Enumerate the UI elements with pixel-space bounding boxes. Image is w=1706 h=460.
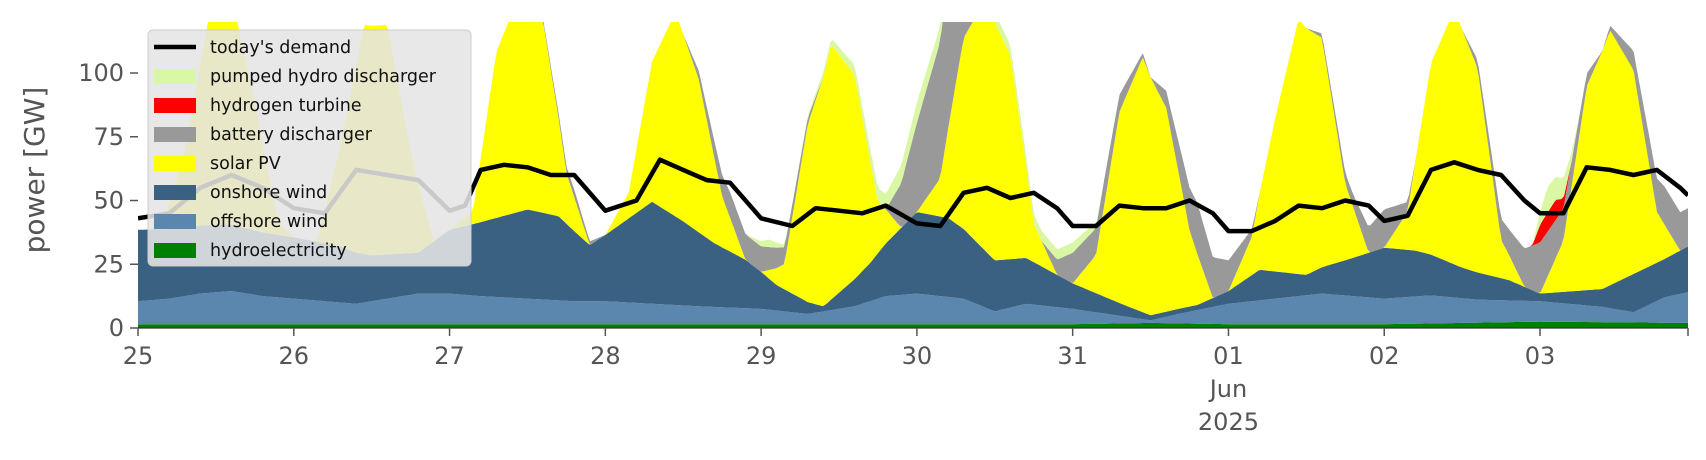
x-tick-label: 31 — [1057, 342, 1088, 370]
legend-label: battery discharger — [210, 125, 373, 145]
x-tick-label: 29 — [746, 342, 777, 370]
legend-label: today's demand — [210, 38, 351, 58]
x-tick-label: 01 — [1213, 342, 1244, 370]
x-tick-label: 26 — [279, 342, 310, 370]
legend-item: hydroelectricity — [154, 241, 347, 261]
area-solar-pv — [138, 22, 1688, 316]
legend-item: solar PV — [154, 154, 281, 174]
legend-swatch — [154, 98, 196, 113]
legend-item: battery discharger — [154, 125, 373, 145]
legend-swatch — [154, 127, 196, 142]
x-tick-label: 28 — [590, 342, 621, 370]
legend-item: offshore wind — [154, 212, 328, 232]
legend-label: hydroelectricity — [210, 241, 347, 261]
legend-label: hydrogen turbine — [210, 96, 362, 116]
x-tick-label: 02 — [1369, 342, 1400, 370]
legend-box — [147, 29, 472, 267]
legend-swatch — [154, 69, 196, 84]
y-axis-title: power [GW] — [18, 87, 51, 254]
area-battery-discharger — [138, 22, 1688, 298]
x-tick-label: Jun — [1208, 375, 1248, 403]
legend-swatch — [154, 243, 196, 258]
area-offshore-wind — [138, 291, 1688, 325]
legend-swatch — [154, 214, 196, 229]
x-tick-label: 03 — [1525, 342, 1556, 370]
x-tick-label: 30 — [902, 342, 933, 370]
y-tick-label: 100 — [78, 59, 124, 87]
y-tick-label: 50 — [93, 187, 124, 215]
legend-label: onshore wind — [210, 183, 327, 203]
x-tick-label: 25 — [123, 342, 154, 370]
legend-label: pumped hydro discharger — [210, 67, 437, 87]
area-hydroelectricity — [138, 321, 1688, 328]
area-onshore-wind — [138, 201, 1688, 321]
legend: today's demand pumped hydro discharger hyd… — [147, 29, 472, 267]
x-tick-label: 27 — [434, 342, 465, 370]
legend-swatch — [154, 185, 196, 200]
legend-item: pumped hydro discharger — [154, 67, 437, 87]
legend-item: hydrogen turbine — [154, 96, 362, 116]
legend-swatch — [154, 156, 196, 171]
y-tick-label: 25 — [93, 250, 124, 278]
y-tick-label: 0 — [109, 314, 124, 342]
legend-label: solar PV — [210, 154, 281, 174]
x-tick-label: 2025 — [1198, 408, 1259, 436]
legend-label: offshore wind — [210, 212, 328, 232]
plot-area — [138, 22, 1688, 328]
legend-item: today's demand — [154, 38, 351, 58]
legend-item: onshore wind — [154, 183, 327, 203]
y-tick-label: 75 — [93, 123, 124, 151]
